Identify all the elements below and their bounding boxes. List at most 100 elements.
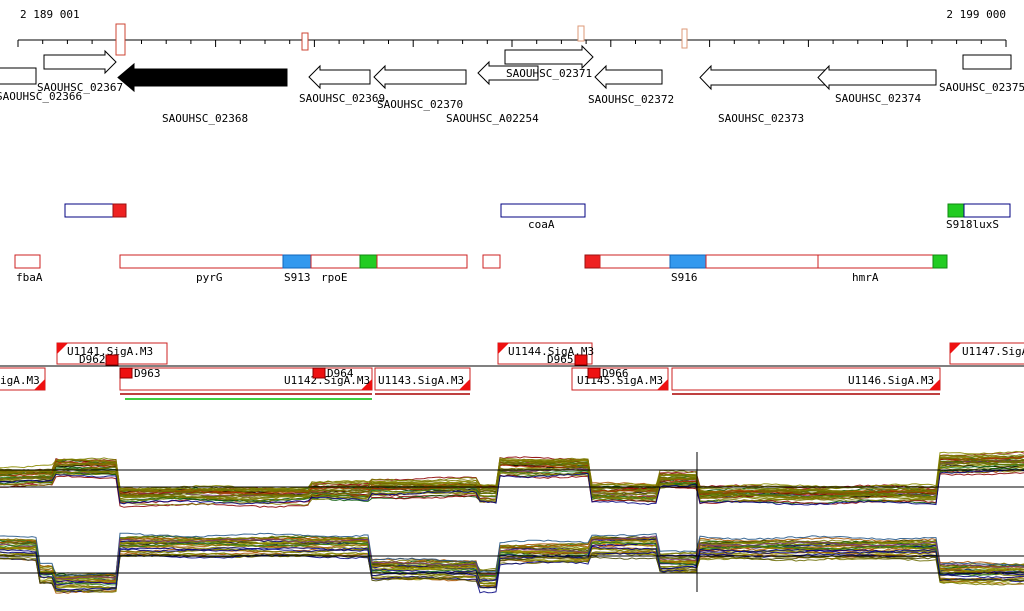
tu-dmark-D962: D962 [79, 353, 119, 366]
gene-arrow[interactable] [373, 64, 467, 90]
gene-SAOUHSC_02372: SAOUHSC_02372 [588, 64, 674, 106]
tu-U1141.SigA.M3: U1141.SigA.M3 [56, 342, 168, 365]
feature-label: pyrG [196, 271, 223, 284]
feature-box-S913: S913 [282, 254, 312, 284]
expression-trace [0, 532, 1024, 577]
feature-box [599, 254, 671, 269]
feature-rect[interactable] [359, 254, 378, 269]
gene-label: SAOUHSC_02374 [835, 92, 921, 105]
expression-trace [0, 537, 1024, 582]
gene-label: SAOUHSC_02372 [588, 93, 674, 106]
gene-label: SAOUHSC_A02254 [446, 112, 539, 125]
expression-trace [0, 536, 1024, 578]
ruler-feature-mark [681, 28, 688, 49]
tu-igA.M3: igA.M3 [0, 367, 46, 391]
tu-label: U1142.SigA.M3 [284, 374, 370, 387]
feature-rect[interactable] [500, 203, 586, 218]
gene-label: SAOUHSC_02373 [718, 112, 804, 125]
tu-dmark-label: D965 [547, 353, 574, 366]
feature-box [482, 254, 501, 269]
expression-trace [0, 539, 1024, 583]
gene-arrow[interactable] [308, 64, 371, 90]
tu-start-flag-icon [57, 343, 68, 354]
tu-label: U1144.SigA.M3 [508, 345, 594, 358]
gene-SAOUHSC_02369: SAOUHSC_02369 [299, 64, 385, 105]
tu-dmark-box[interactable] [574, 354, 588, 366]
feature-rect[interactable] [817, 254, 934, 269]
gene-arrow[interactable] [504, 44, 594, 70]
feature-rect[interactable] [599, 254, 671, 269]
feature-box-coaA: coaA [500, 203, 586, 231]
tu-dmark-box[interactable] [587, 367, 601, 379]
gene-label: SAOUHSC_02368 [162, 112, 248, 125]
tu-start-flag-icon [498, 343, 509, 354]
feature-label: rpoE [321, 271, 348, 284]
gene-SAOUHSC_02371: SAOUHSC_02371 [504, 44, 594, 80]
feature-rect[interactable] [14, 254, 41, 269]
feature-rect[interactable] [112, 203, 127, 218]
ruler-end-label: 2 199 000 [946, 8, 1006, 21]
tu-dmark-box[interactable] [312, 367, 326, 379]
feature-rect[interactable] [705, 254, 819, 269]
feature-label: fbaA [16, 271, 43, 284]
tu-dmark-box[interactable] [119, 367, 133, 379]
feature-rect[interactable] [947, 203, 965, 218]
feature-rect[interactable] [963, 203, 1011, 218]
tu-start-flag-icon [34, 379, 45, 390]
feature-box-S916: S916 [669, 254, 707, 284]
ruler-start-label: 2 189 001 [20, 8, 80, 21]
tu-start-flag-icon [657, 379, 668, 390]
gene-arrow[interactable] [962, 54, 1012, 70]
feature-box [584, 254, 601, 269]
feature-rect[interactable] [119, 254, 284, 269]
feature-box [376, 254, 468, 269]
feature-label: coaA [528, 218, 555, 231]
feature-rect[interactable] [376, 254, 468, 269]
gene-label: SAOUHSC_02369 [299, 92, 385, 105]
gene-label: SAOUHSC_02367 [37, 81, 123, 94]
gene-arrow[interactable] [817, 64, 937, 91]
feature-rect[interactable] [482, 254, 501, 269]
feature-box [932, 254, 948, 269]
expression-trace [0, 467, 1024, 506]
tu-dmark-label: D964 [327, 367, 354, 380]
feature-rect[interactable] [584, 254, 601, 269]
feature-rect[interactable] [669, 254, 707, 269]
gene-SAOUHSC_02375: SAOUHSC_02375 [939, 54, 1024, 94]
gene-SAOUHSC_02374: SAOUHSC_02374 [817, 64, 937, 105]
tu-label: U1147.SigA [962, 345, 1024, 358]
expression-trace [0, 545, 1024, 591]
gene-arrow[interactable] [594, 64, 663, 90]
feature-rect[interactable] [932, 254, 948, 269]
gene-arrow[interactable] [0, 67, 37, 85]
gene-SAOUHSC_02370: SAOUHSC_02370 [373, 64, 467, 111]
tu-dmark-box[interactable] [105, 354, 119, 366]
expression-trace [0, 469, 1024, 506]
feature-label: S918luxS [946, 218, 999, 231]
expression-trace [0, 457, 1024, 495]
gene-arrow[interactable] [477, 60, 539, 86]
tu-label: U1146.SigA.M3 [848, 374, 934, 387]
ruler-feature-mark [577, 25, 585, 42]
tu-start-flag-icon [950, 343, 961, 354]
feature-box [705, 254, 819, 269]
tu-U1147.SigA: U1147.SigA [949, 342, 1024, 365]
feature-rect[interactable] [282, 254, 312, 269]
tu-dmark-label: D966 [602, 367, 629, 380]
gene-arrow[interactable] [43, 49, 117, 75]
tu-U1143.SigA.M3: U1143.SigA.M3 [374, 367, 471, 391]
gene-label: SAOUHSC_02370 [377, 98, 463, 111]
gene-arrow[interactable] [117, 62, 288, 93]
feature-label: hmrA [852, 271, 879, 284]
tu-dmark-D963: D963 [119, 367, 161, 380]
feature-box-S918luxS: S918luxS [946, 203, 1011, 231]
tu-U1144.SigA.M3: U1144.SigA.M3 [497, 342, 594, 365]
feature-rect[interactable] [310, 254, 361, 269]
ruler-feature-mark [115, 23, 126, 56]
expression-trace [0, 535, 1024, 580]
expression-trace [0, 551, 1024, 594]
gene-arrow[interactable] [699, 64, 831, 91]
feature-label: S916 [671, 271, 698, 284]
